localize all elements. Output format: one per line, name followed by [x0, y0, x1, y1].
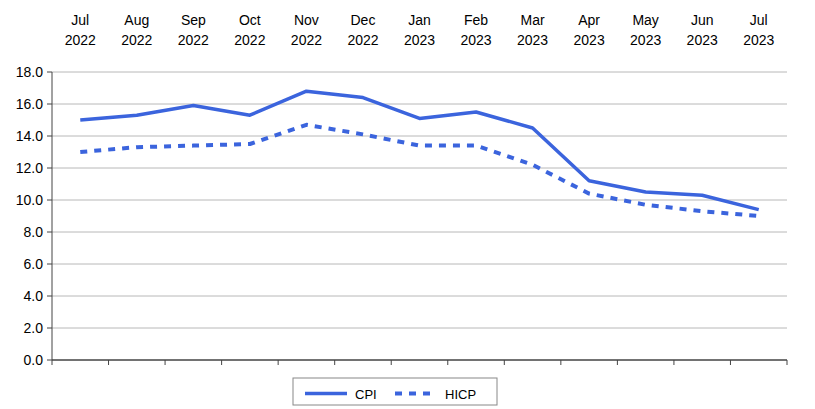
y-tick	[47, 72, 52, 73]
y-axis	[52, 72, 53, 360]
grid-line	[52, 168, 787, 169]
grid-line	[52, 328, 787, 329]
y-tick	[47, 328, 52, 329]
x-tick-label: Apr 2023	[574, 12, 605, 48]
x-tick	[560, 360, 561, 365]
y-tick	[47, 296, 52, 297]
y-tick	[47, 136, 52, 137]
x-tick-label: Dec 2022	[347, 12, 378, 48]
x-tick-label-line: Jul	[750, 12, 768, 28]
x-tick-label-line: Dec	[351, 12, 376, 28]
x-tick-label: Aug 2022	[121, 12, 152, 48]
x-tick	[221, 360, 222, 365]
y-tick-label: 2.0	[24, 320, 44, 336]
series-line	[80, 91, 758, 209]
x-tick-label: Mar 2023	[517, 12, 548, 48]
x-tick-label-line: Jul	[71, 12, 89, 28]
x-tick-label-line: 2023	[460, 32, 491, 48]
x-tick	[165, 360, 166, 365]
x-axis	[52, 360, 787, 361]
x-tick-label-line: Jan	[408, 12, 431, 28]
y-tick-label: 12.0	[16, 160, 43, 176]
y-tick-label: 16.0	[16, 96, 43, 112]
y-tick	[47, 232, 52, 233]
x-tick-label-line: Sep	[181, 12, 206, 28]
y-tick-label: 14.0	[16, 128, 43, 144]
x-tick-label: Jan 2023	[404, 12, 435, 48]
y-tick	[47, 264, 52, 265]
x-tick-label-line: Oct	[239, 12, 261, 28]
y-tick-label: 6.0	[24, 256, 44, 272]
y-tick-label: 0.0	[24, 352, 44, 368]
grid-line	[52, 264, 787, 265]
x-tick	[278, 360, 279, 365]
x-tick-label: May 2023	[630, 12, 661, 48]
legend-box	[293, 378, 497, 405]
x-tick	[108, 360, 109, 365]
grid-line	[52, 296, 787, 297]
grid-line	[52, 72, 787, 73]
x-tick-label: Nov 2022	[291, 12, 322, 48]
x-tick-label-line: 2023	[743, 32, 774, 48]
x-tick-label: Oct 2022	[234, 12, 265, 48]
x-tick-label-line: May	[632, 12, 658, 28]
x-tick-label-line: Jun	[691, 12, 714, 28]
y-tick	[47, 200, 52, 201]
legend-swatch	[395, 392, 437, 396]
y-tick	[47, 104, 52, 105]
x-tick-label-line: 2022	[234, 32, 265, 48]
x-tick	[730, 360, 731, 365]
y-tick	[47, 360, 52, 361]
series-line	[80, 125, 758, 216]
x-tick-label-line: 2023	[687, 32, 718, 48]
grid-line	[52, 360, 787, 361]
x-tick-label-line: Feb	[464, 12, 488, 28]
x-tick-label-line: 2022	[121, 32, 152, 48]
x-tick-label-line: 2022	[65, 32, 96, 48]
x-tick-label-line: Mar	[521, 12, 545, 28]
x-tick-label: Jul 2022	[65, 12, 96, 48]
x-tick	[504, 360, 505, 365]
x-tick-label: Feb 2023	[460, 12, 491, 48]
x-tick-label: Jun 2023	[687, 12, 718, 48]
x-tick-label-line: 2022	[347, 32, 378, 48]
x-tick-label-line: 2023	[517, 32, 548, 48]
x-tick-label-line: Aug	[124, 12, 149, 28]
x-tick-label-line: Apr	[578, 12, 600, 28]
x-tick-label-line: 2022	[178, 32, 209, 48]
legend-label: CPI	[355, 387, 377, 402]
y-tick-label: 4.0	[24, 288, 44, 304]
x-tick-label-line: 2022	[291, 32, 322, 48]
x-tick	[787, 360, 788, 365]
legend-swatch	[305, 392, 347, 396]
grid-line	[52, 136, 787, 137]
legend-label: HICP	[445, 387, 476, 402]
y-tick-label: 10.0	[16, 192, 43, 208]
x-tick	[334, 360, 335, 365]
x-tick-label: Jul 2023	[743, 12, 774, 48]
grid-line	[52, 232, 787, 233]
x-tick	[673, 360, 674, 365]
y-tick-label: 18.0	[16, 64, 43, 80]
x-tick-label-line: 2023	[630, 32, 661, 48]
y-tick-label: 8.0	[24, 224, 44, 240]
x-tick	[52, 360, 53, 365]
x-tick	[391, 360, 392, 365]
x-tick	[447, 360, 448, 365]
legend: CPI HICP	[293, 378, 497, 405]
plot-area	[80, 91, 758, 216]
x-tick-label-line: Nov	[294, 12, 319, 28]
chart: 0.0 2.0 4.0 6.0 8.0 10.0 12.0 14.0 16.0 18.0 Jul 20…	[0, 0, 815, 409]
y-tick	[47, 168, 52, 169]
x-tick-label-line: 2023	[574, 32, 605, 48]
grid-line	[52, 200, 787, 201]
x-tick-label-line: 2023	[404, 32, 435, 48]
x-tick-label: Sep 2022	[178, 12, 209, 48]
grid-line	[52, 104, 787, 105]
x-tick	[617, 360, 618, 365]
